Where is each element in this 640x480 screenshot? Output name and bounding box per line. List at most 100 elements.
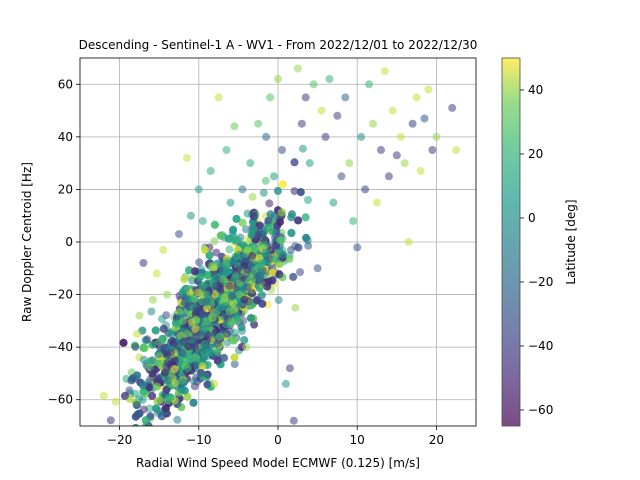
scatter-point (159, 245, 168, 254)
scatter-point (155, 396, 164, 405)
scatter-point (139, 387, 148, 396)
scatter-point (275, 270, 284, 279)
scatter-point (240, 336, 249, 345)
scatter-point (297, 119, 306, 128)
scatter-point (268, 227, 277, 236)
scatter-point (275, 218, 284, 227)
scatter-point (287, 229, 296, 237)
y-tick-label: 60 (58, 77, 73, 91)
scatter-point (222, 146, 231, 154)
scatter-point (396, 132, 405, 141)
scatter-point (317, 106, 326, 115)
scatter-point (143, 335, 152, 344)
scatter-point (218, 275, 227, 284)
scatter-point (187, 318, 196, 327)
scatter-point (238, 185, 247, 194)
scatter-point (252, 296, 261, 305)
scatter-point (377, 146, 385, 154)
scatter-point (424, 85, 433, 94)
scatter-point (202, 290, 211, 299)
scatter-point (178, 348, 186, 357)
scatter-point (132, 401, 141, 409)
scatter-point (129, 374, 137, 383)
scatter-point (161, 404, 170, 413)
scatter-point (349, 217, 358, 225)
scatter-point (260, 227, 269, 236)
scatter-point (151, 326, 160, 335)
scatter-point (321, 132, 330, 141)
scatter-point (184, 363, 192, 372)
scatter-point (135, 425, 140, 426)
scatter-point (241, 225, 250, 234)
scatter-point (256, 274, 265, 283)
scatter-point (250, 224, 259, 233)
colorbar (501, 57, 521, 427)
scatter-point (380, 67, 389, 76)
scatter-point (369, 119, 377, 128)
scatter-point (99, 391, 108, 400)
scatter-point (234, 316, 243, 325)
scatter-point (227, 292, 236, 301)
scatter-point (262, 248, 270, 257)
scatter-point (238, 273, 247, 282)
scatter-point (213, 347, 222, 356)
scatter-point (232, 214, 241, 223)
scatter-point (204, 331, 213, 340)
scatter-point (247, 314, 255, 323)
scatter-point (138, 395, 147, 404)
y-tick-label: −60 (48, 393, 73, 407)
scatter-point (135, 311, 144, 320)
scatter-point (242, 343, 251, 352)
scatter-point (302, 233, 311, 242)
scatter-point (432, 132, 441, 141)
scatter-point (269, 268, 278, 277)
scatter-point (273, 186, 282, 195)
colorbar-tick-label: 20 (528, 147, 543, 161)
scatter-point (180, 275, 189, 284)
scatter-point (298, 144, 307, 153)
scatter-point (254, 119, 263, 128)
scatter-point (264, 216, 273, 225)
scatter-point (294, 243, 303, 252)
scatter-point (266, 93, 275, 102)
scatter-point (361, 185, 370, 194)
scatter-point (197, 368, 205, 377)
scatter-point (291, 303, 300, 312)
colorbar-tick-label: 0 (528, 211, 536, 225)
scatter-point (179, 337, 188, 346)
scatter-point (185, 356, 194, 365)
scatter-point (305, 159, 314, 168)
scatter-point (341, 93, 350, 102)
scatter-point (365, 80, 374, 89)
scatter-point (218, 264, 227, 273)
scatter-point (162, 385, 171, 394)
scatter-point (153, 382, 161, 391)
scatter-point (182, 153, 191, 162)
scatter-point (278, 146, 286, 154)
scatter-point (274, 75, 282, 83)
scatter-point (179, 316, 187, 325)
scatter-point (213, 356, 222, 365)
scatter-point (357, 132, 366, 141)
scatter-point (235, 290, 244, 299)
scatter-point (420, 114, 429, 123)
scatter-point (270, 172, 278, 181)
scatter-point (301, 213, 310, 222)
scatter-point (237, 323, 246, 332)
scatter-point (353, 243, 362, 252)
scatter-point (257, 268, 266, 277)
scatter-point (304, 196, 312, 204)
scatter-point (337, 172, 346, 181)
scatter-point (183, 392, 192, 401)
scatter-point (171, 319, 180, 328)
y-axis-label: Raw Doppler Centroid [Hz] (20, 162, 34, 322)
scatter-point (203, 380, 212, 389)
scatter-point (196, 273, 205, 282)
x-tick-label: 10 (350, 433, 365, 447)
scatter-point (255, 283, 264, 292)
scatter-point (201, 345, 210, 354)
scatter-point (205, 251, 214, 260)
scatter-point (287, 213, 296, 222)
scatter-point (135, 409, 144, 418)
scatter-point (119, 338, 128, 347)
